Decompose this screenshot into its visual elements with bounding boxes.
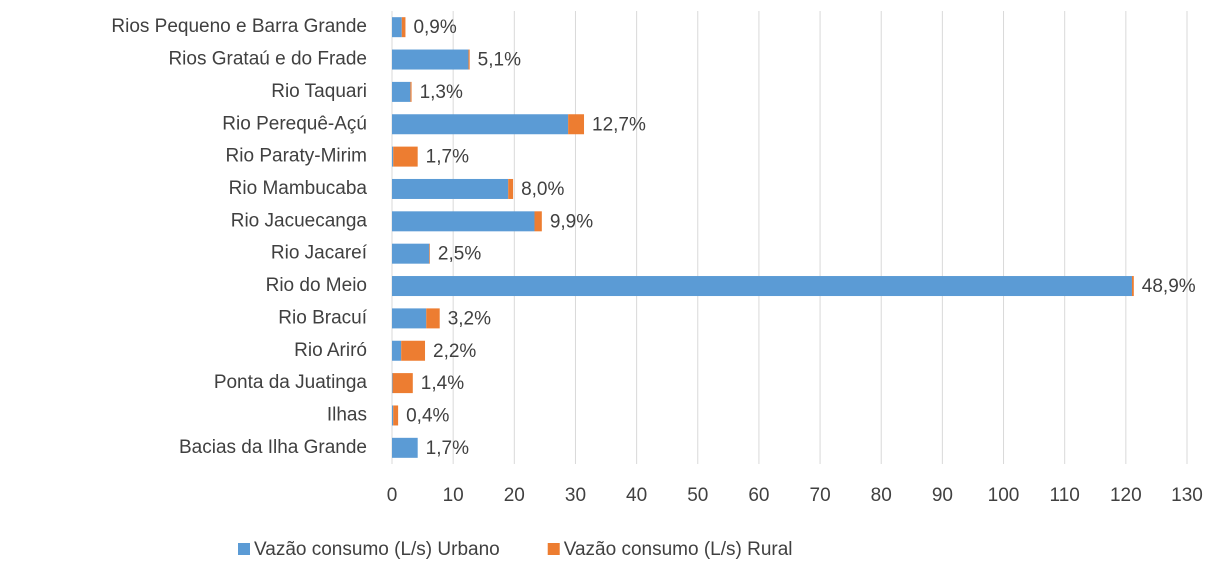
bar-segment	[401, 340, 426, 361]
y-tick-label: Rio Ariró	[294, 340, 367, 361]
bar-segment	[429, 243, 430, 264]
bar-segment	[401, 17, 406, 38]
bar-segment	[1131, 276, 1134, 297]
total-label: 8,0%	[521, 179, 564, 200]
bar-segment	[392, 17, 402, 38]
bar-segment	[392, 373, 393, 394]
bar-segment	[392, 437, 418, 458]
y-tick-label: Rio Mambucaba	[229, 178, 368, 199]
legend-swatch	[547, 543, 560, 555]
y-tick-label: Rio Jacuecanga	[231, 210, 368, 231]
x-tick-label: 50	[687, 485, 708, 506]
total-label: 1,4%	[421, 373, 464, 394]
x-tick-label: 60	[748, 485, 769, 506]
bar-segment	[392, 405, 394, 426]
bar-segment	[392, 243, 430, 264]
bar-segment	[392, 276, 1132, 297]
x-tick-label: 90	[932, 485, 953, 506]
legend-label: Vazão consumo (L/s) Rural	[564, 539, 793, 560]
legend-label: Vazão consumo (L/s) Urbano	[254, 539, 500, 560]
x-tick-label: 10	[443, 485, 464, 506]
bar-segment	[508, 178, 514, 199]
total-label: 1,3%	[420, 82, 463, 103]
bar-segment	[392, 340, 402, 361]
y-tick-label: Ponta da Juatinga	[214, 372, 368, 393]
x-tick-label: 40	[626, 485, 647, 506]
bar-segment	[392, 211, 535, 232]
x-tick-label: 120	[1110, 485, 1142, 506]
bar-segment	[392, 146, 394, 167]
total-label: 9,9%	[550, 211, 593, 232]
y-tick-label: Ilhas	[327, 404, 367, 425]
bar-segment	[534, 211, 542, 232]
bar-segment	[392, 178, 509, 199]
y-tick-label: Rio Paraty-Mirim	[226, 146, 367, 167]
bar-segment	[392, 308, 427, 329]
bar-segment	[568, 114, 585, 135]
total-label: 3,2%	[448, 308, 491, 329]
bar-segment	[392, 49, 469, 70]
bar-segment	[393, 146, 418, 167]
y-tick-label: Rio Perequê-Açú	[222, 113, 367, 134]
x-tick-label: 110	[1050, 485, 1080, 506]
y-tick-label: Rio Taquari	[271, 81, 367, 102]
y-tick-label: Rio Jacareí	[271, 243, 368, 264]
x-tick-label: 100	[988, 485, 1020, 506]
total-label: 0,9%	[413, 17, 456, 38]
total-label: 48,9%	[1142, 276, 1196, 297]
x-tick-label: 70	[810, 485, 831, 506]
bar-segment	[392, 373, 413, 394]
x-tick-label: 30	[565, 485, 586, 506]
y-tick-label: Rio do Meio	[266, 275, 367, 296]
total-label: 1,7%	[426, 147, 469, 168]
x-tick-label: 80	[871, 485, 892, 506]
x-tick-label: 20	[504, 485, 525, 506]
bar-segment	[393, 405, 399, 426]
x-tick-label: 130	[1171, 485, 1203, 506]
total-label: 0,4%	[406, 405, 449, 426]
total-label: 5,1%	[478, 50, 521, 71]
y-tick-label: Rio Bracuí	[278, 307, 367, 328]
bar-segment	[468, 49, 470, 70]
y-tick-label: Bacias da Ilha Grande	[179, 437, 367, 458]
total-label: 1,7%	[426, 438, 469, 459]
bar-segment	[426, 308, 440, 329]
total-label: 2,2%	[433, 341, 476, 362]
total-label: 2,5%	[438, 244, 481, 265]
bar-segment	[392, 81, 411, 102]
total-label: 12,7%	[592, 114, 646, 135]
bar-segment	[392, 114, 569, 135]
y-tick-label: Rios Grataú e do Frade	[168, 49, 367, 70]
legend-swatch	[238, 543, 250, 555]
x-tick-label: 0	[387, 485, 398, 506]
y-tick-label: Rios Pequeno e Barra Grande	[111, 16, 367, 37]
bar-segment	[410, 81, 412, 102]
